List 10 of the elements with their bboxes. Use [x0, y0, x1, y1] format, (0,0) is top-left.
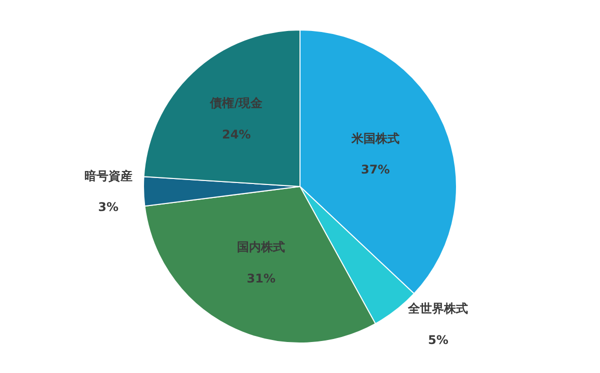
slice-label: 債権/現金 — [209, 96, 264, 110]
slice-label: 国内株式 — [237, 240, 286, 254]
data-label: 24% — [222, 127, 251, 142]
data-label: 31% — [246, 271, 276, 286]
slice-label: 暗号資産 — [84, 168, 132, 183]
data-label: 37% — [361, 162, 390, 177]
data-label: 5% — [428, 332, 448, 347]
data-label: 3% — [98, 200, 118, 214]
slice-label: 全世界株式 — [407, 302, 468, 316]
slice-label: 米国株式 — [350, 131, 400, 146]
